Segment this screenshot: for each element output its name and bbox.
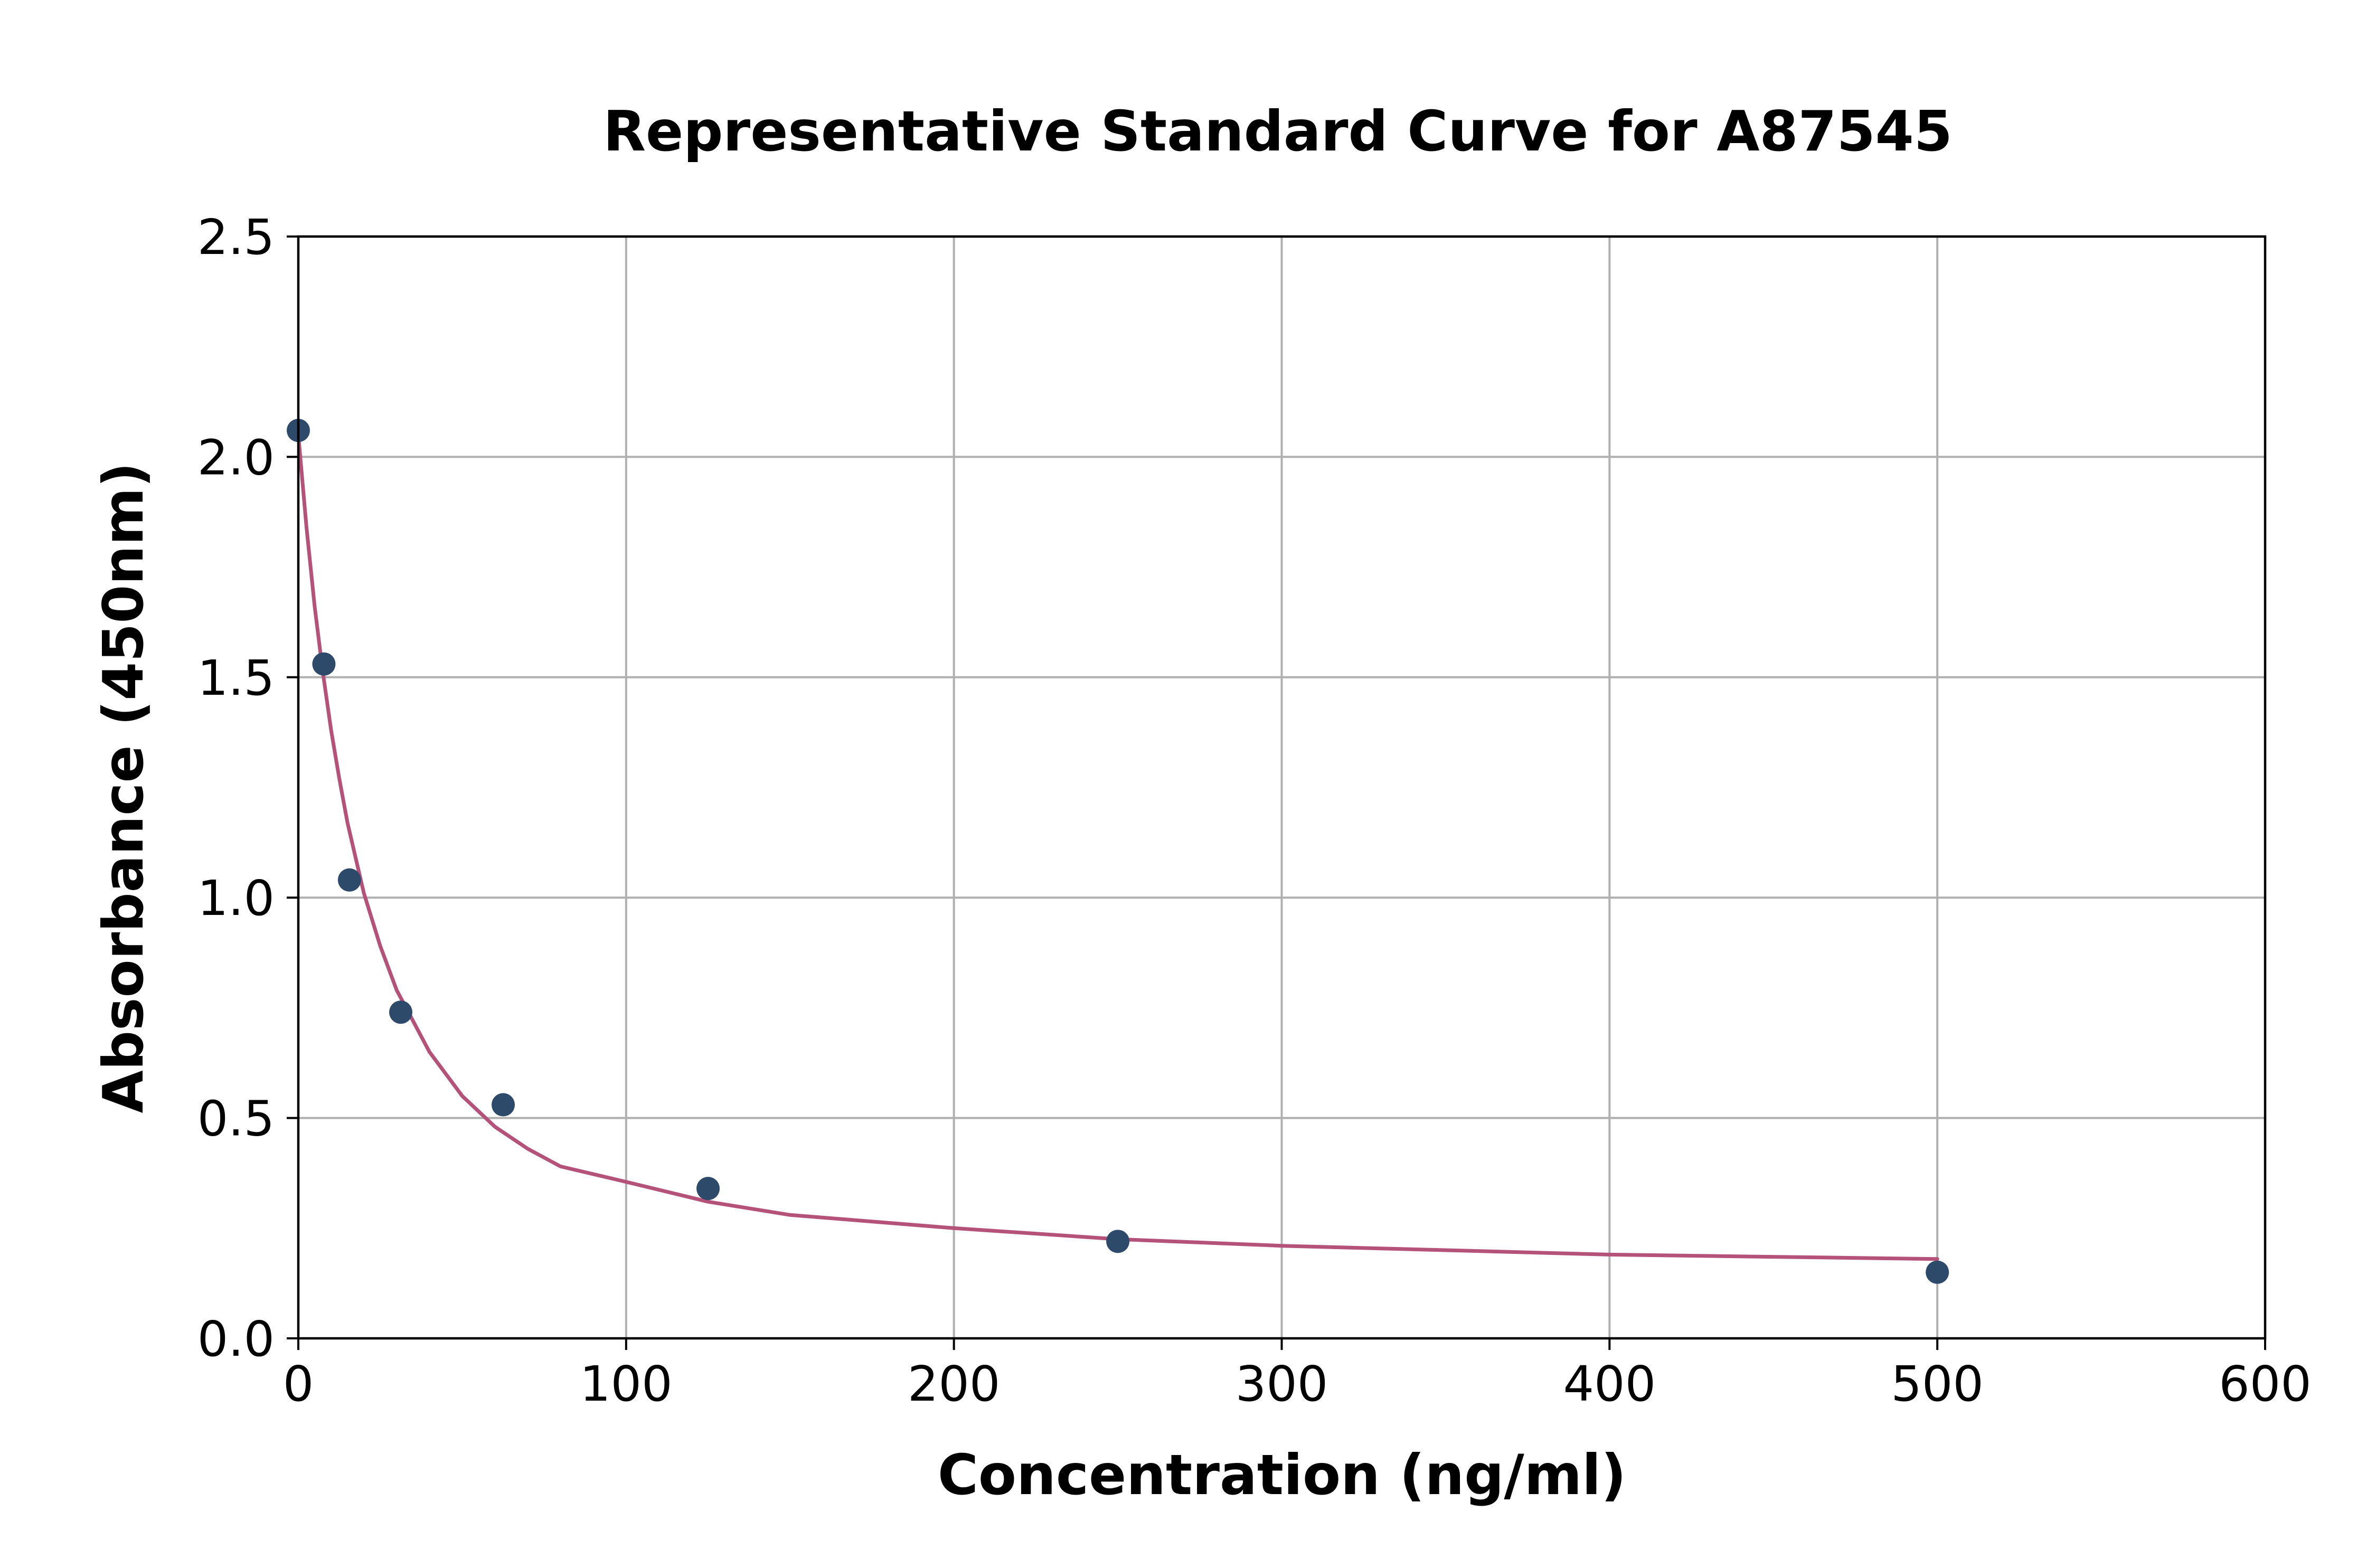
y-axis-label: Absorbance (450nm) <box>91 462 156 1113</box>
y-tick-label: 1.0 <box>197 870 275 927</box>
y-tick-label: 2.0 <box>197 429 275 486</box>
y-axis-ticks: 0.0 0.5 1.0 1.5 2.0 2.5 <box>197 209 298 1367</box>
y-tick-label: 1.5 <box>197 650 275 706</box>
chart-title: Representative Standard Curve for A87545 <box>603 99 1953 164</box>
data-point <box>312 652 336 676</box>
data-point <box>389 1000 413 1024</box>
x-tick-label: 600 <box>2219 1356 2312 1412</box>
fit-curve-layer <box>296 433 1939 1261</box>
data-point <box>1926 1260 1949 1284</box>
x-tick-label: 500 <box>1891 1356 1984 1412</box>
x-axis-ticks: 0 100 200 300 400 500 600 <box>283 1338 2312 1412</box>
x-axis-label: Concentration (ng/ml) <box>938 1443 1626 1507</box>
data-points-layer <box>287 419 1949 1284</box>
y-tick-label: 0.5 <box>197 1091 275 1147</box>
fit-curve-line <box>296 433 1939 1261</box>
y-tick-label: 2.5 <box>197 209 275 266</box>
y-tick-label: 0.0 <box>197 1311 275 1367</box>
x-tick-label: 400 <box>1563 1356 1656 1412</box>
x-tick-label: 300 <box>1236 1356 1328 1412</box>
x-tick-label: 0 <box>283 1356 314 1412</box>
data-point <box>1106 1230 1130 1253</box>
x-tick-label: 100 <box>580 1356 673 1412</box>
x-tick-label: 200 <box>908 1356 1001 1412</box>
data-point <box>337 868 361 892</box>
data-point <box>492 1093 515 1117</box>
data-point <box>696 1177 720 1201</box>
